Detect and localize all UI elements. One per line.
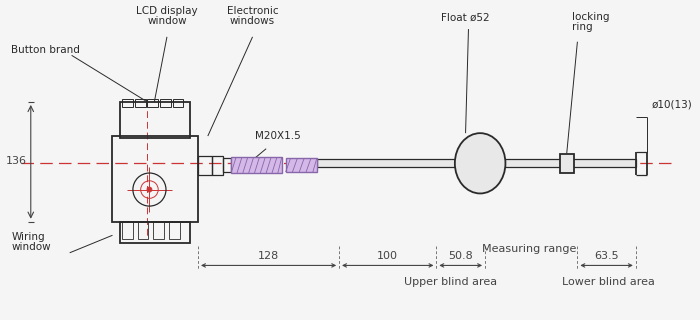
Bar [148,99,158,107]
Text: 50.8: 50.8 [448,251,473,260]
Circle shape [147,187,152,192]
Text: LCD display: LCD display [136,6,198,16]
Bar [120,222,190,243]
Text: window: window [11,242,51,252]
Bar [160,99,171,107]
Bar [316,159,636,167]
Text: 63.5: 63.5 [594,251,619,260]
Bar [198,156,211,175]
Bar [135,99,146,107]
Bar [286,158,316,172]
Bar [138,222,148,239]
Text: windows: windows [230,16,275,26]
Text: Upper blind area: Upper blind area [405,277,498,287]
Text: Electronic: Electronic [227,6,279,16]
Text: 136: 136 [6,156,27,166]
Text: M20X1.5: M20X1.5 [255,131,301,141]
Text: ø10(13): ø10(13) [651,100,692,110]
Bar [211,156,223,175]
Text: Measuring range: Measuring range [482,244,576,254]
Bar [169,222,180,239]
Text: window: window [147,16,187,26]
Bar [120,102,190,138]
Text: Float ø52: Float ø52 [441,12,490,22]
Bar [173,99,183,107]
Bar [122,99,133,107]
Text: 100: 100 [377,251,398,260]
Text: ring: ring [572,22,592,32]
Text: Button brand: Button brand [11,45,80,55]
Ellipse shape [455,133,505,194]
Bar [122,222,133,239]
Text: locking: locking [572,12,609,22]
Bar [223,158,231,172]
Text: 128: 128 [258,251,279,260]
Bar [231,157,281,173]
Bar [153,222,164,239]
Bar [560,154,573,173]
Text: Lower blind area: Lower blind area [562,277,655,287]
Bar [113,136,198,222]
Text: Wiring: Wiring [11,232,45,242]
